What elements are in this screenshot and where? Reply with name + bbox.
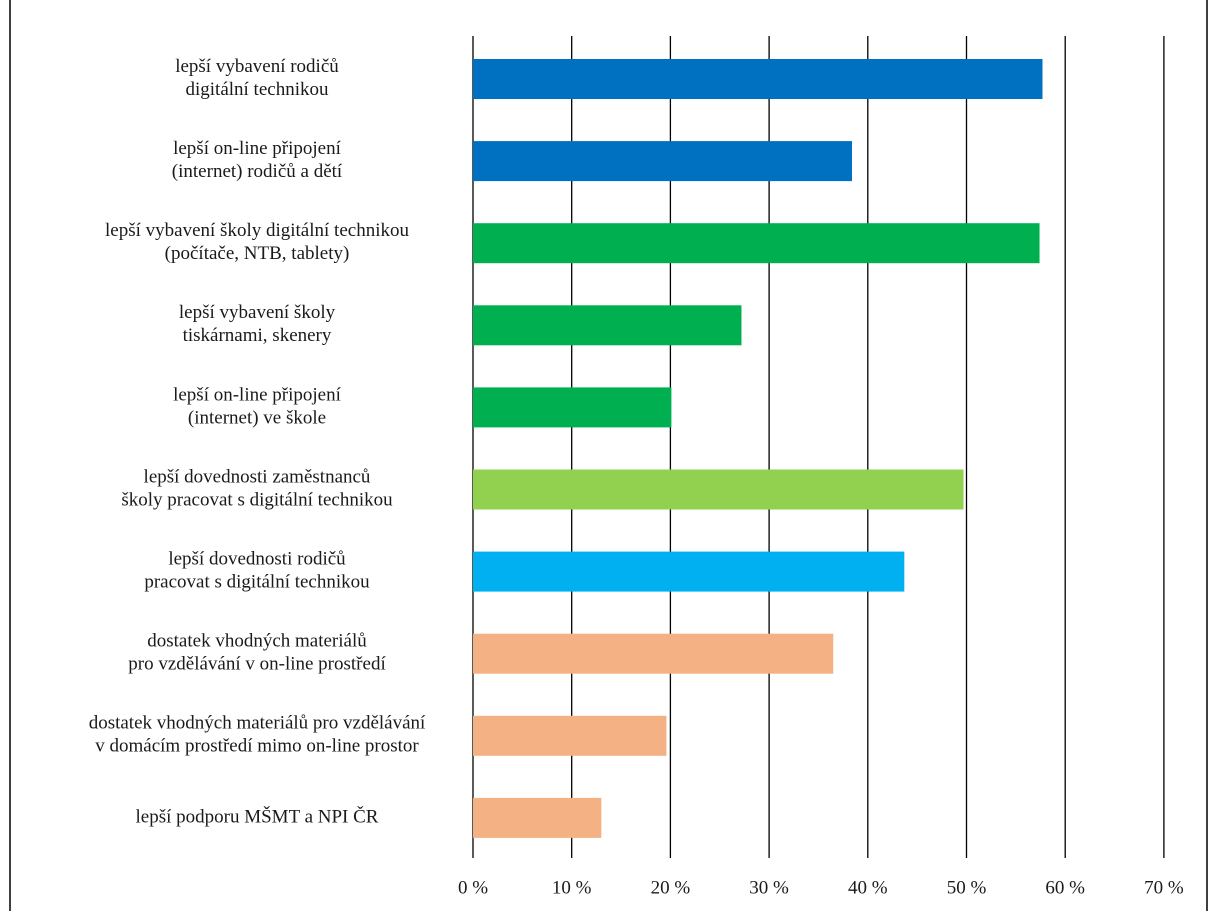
bar [473, 469, 964, 510]
category-label-line: lepší vybavení rodičů [175, 56, 339, 77]
bar [473, 223, 1040, 264]
x-tick-label: 20 % [651, 877, 691, 898]
category-label-line: v domácím prostředí mimo on-line prostor [95, 736, 419, 757]
bar [473, 551, 905, 592]
category-label: lepší on-line připojení(internet) rodičů… [172, 138, 343, 182]
bar [473, 797, 602, 838]
x-tick-label: 60 % [1045, 877, 1085, 898]
category-label: lepší vybavení školy digitální technikou… [105, 220, 409, 264]
category-label-line: lepší dovednosti zaměstnanců [144, 466, 371, 487]
category-label-line: pro vzdělávání v on-line prostředí [128, 654, 386, 675]
chart-border [9, 0, 1208, 911]
category-label-line: (počítače, NTB, tablety) [165, 243, 350, 264]
bar [473, 715, 667, 756]
bar [473, 633, 834, 674]
category-label-line: dostatek vhodných materiálů pro vzdělává… [89, 713, 426, 734]
x-tick-label: 70 % [1144, 877, 1184, 898]
category-label-line: tiskárnami, skenery [183, 325, 332, 346]
category-label-line: digitální technikou [185, 79, 329, 100]
x-tick-label: 0 % [458, 877, 488, 898]
bar [473, 59, 1043, 99]
bar [473, 305, 742, 346]
category-label-line: lepší on-line připojení [173, 384, 342, 405]
category-label-line: (internet) rodičů a dětí [172, 161, 343, 182]
x-tick-label: 50 % [947, 877, 987, 898]
category-label: lepší podporu MŠMT a NPI ČR [136, 805, 379, 827]
x-tick-label: 10 % [552, 877, 592, 898]
category-label-line: školy pracovat s digitální technikou [121, 489, 393, 510]
x-axis-tick-labels: 0 % 10 % 20 % 30 % 40 % 50 % 60 % 70 % [458, 877, 1184, 898]
x-tick-label: 40 % [848, 877, 888, 898]
category-label-line: lepší dovednosti rodičů [168, 548, 346, 569]
category-label-line: lepší vybavení školy digitální technikou [105, 220, 409, 241]
category-label: dostatek vhodných materiálů pro vzdělává… [89, 713, 426, 757]
category-label-line: lepší vybavení školy [179, 302, 336, 323]
category-label-line: lepší podporu MŠMT a NPI ČR [136, 805, 379, 827]
category-label-line: dostatek vhodných materiálů [147, 631, 367, 652]
bars [473, 59, 1043, 838]
bar [473, 387, 672, 428]
x-tick-label: 30 % [749, 877, 789, 898]
category-label-line: pracovat s digitální technikou [144, 571, 370, 592]
bar [473, 141, 853, 182]
category-label-line: (internet) ve škole [188, 407, 326, 428]
category-label-line: lepší on-line připojení [173, 138, 342, 159]
category-label: lepší on-line připojení(internet) ve ško… [173, 384, 342, 428]
